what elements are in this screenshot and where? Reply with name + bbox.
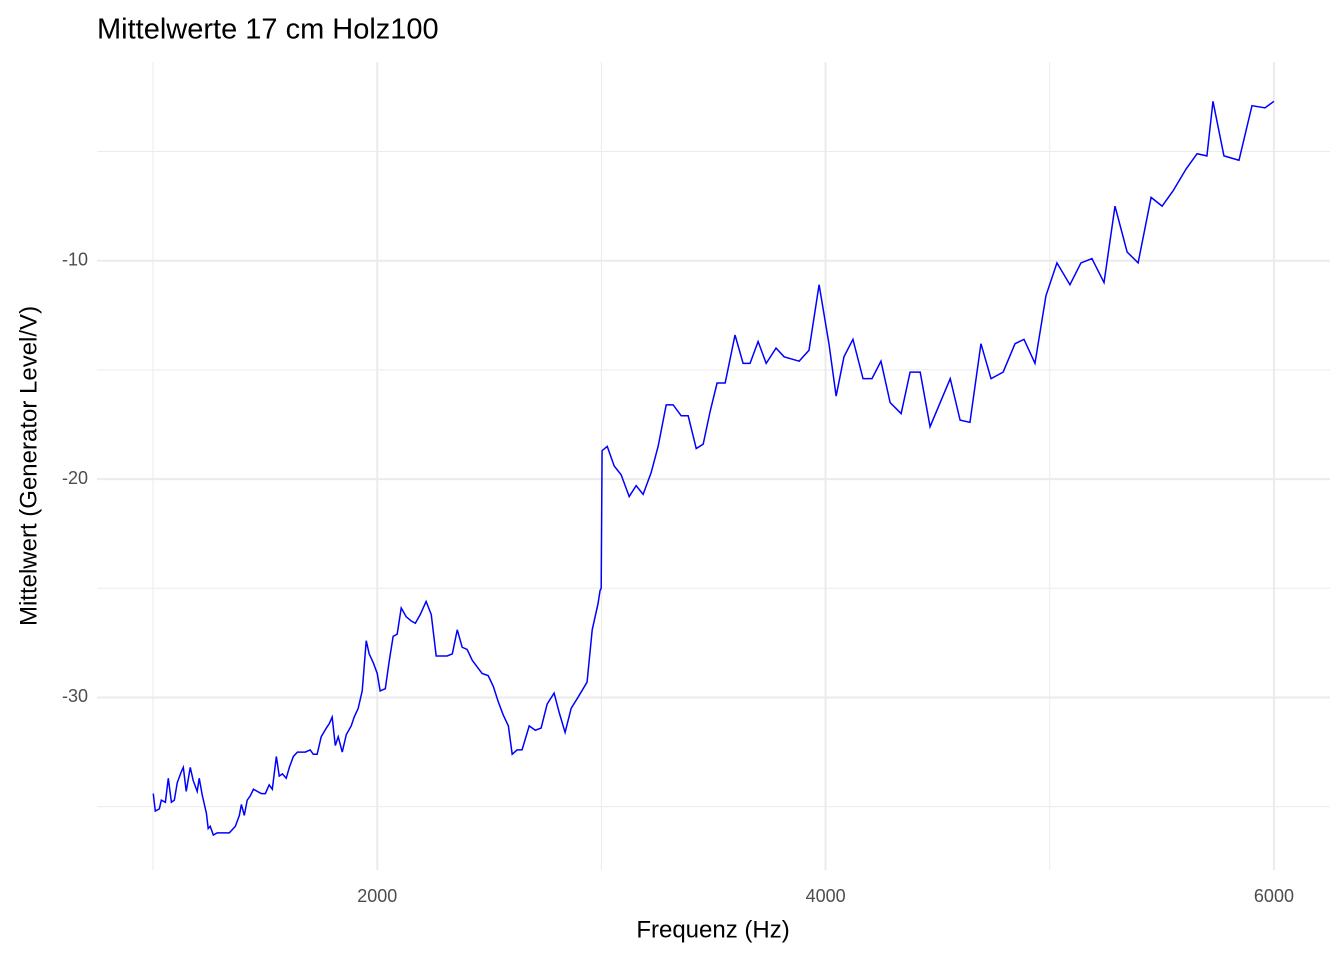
data-line	[152, 100, 1275, 837]
y-axis-label: Mittelwert (Generator Level/V)	[15, 306, 42, 626]
x-tick-label: 2000	[357, 886, 397, 906]
y-tick-label: -20	[62, 468, 88, 488]
y-tick-label: -30	[62, 686, 88, 706]
x-axis-label: Frequenz (Hz)	[636, 916, 789, 943]
x-tick-label: 4000	[806, 886, 846, 906]
chart-title: Mittelwerte 17 cm Holz100	[97, 14, 439, 46]
x-tick-label: 6000	[1254, 886, 1294, 906]
y-tick-label: -10	[62, 249, 88, 269]
